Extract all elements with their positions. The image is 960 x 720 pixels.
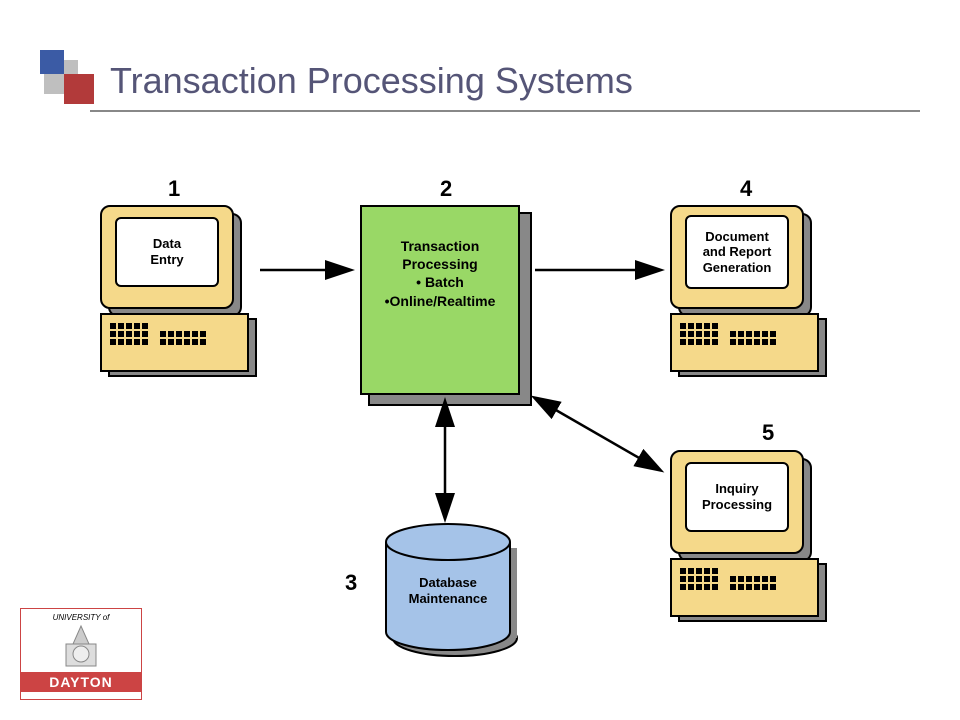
logo-top: UNIVERSITY of	[21, 613, 141, 622]
university-logo: UNIVERSITY of DAYTON	[20, 608, 142, 700]
proc-bullet-2: •Online/Realtime	[362, 292, 518, 310]
database-cylinder: Database Maintenance	[380, 520, 530, 675]
step-label-5: 5	[762, 420, 774, 446]
step-label-2: 2	[440, 176, 452, 202]
screen-label-inquiry: Inquiry Processing	[702, 481, 772, 512]
db-label: Database Maintenance	[386, 575, 510, 606]
step-label-3: 3	[345, 570, 357, 596]
title-underline	[90, 110, 920, 112]
proc-title: Transaction Processing	[362, 237, 518, 273]
diagram-canvas: 1 2 3 4 5 Data Entry Transaction Process…	[0, 170, 960, 710]
logo-name: DAYTON	[21, 672, 141, 692]
screen-label-doc-report: Document and Report Generation	[703, 229, 772, 276]
proc-bullet-1: • Batch	[362, 273, 518, 291]
title-area: Transaction Processing Systems	[40, 60, 920, 120]
page-title: Transaction Processing Systems	[110, 60, 920, 102]
step-label-1: 1	[168, 176, 180, 202]
screen-label-data-entry: Data Entry	[150, 236, 183, 267]
step-label-4: 4	[740, 176, 752, 202]
